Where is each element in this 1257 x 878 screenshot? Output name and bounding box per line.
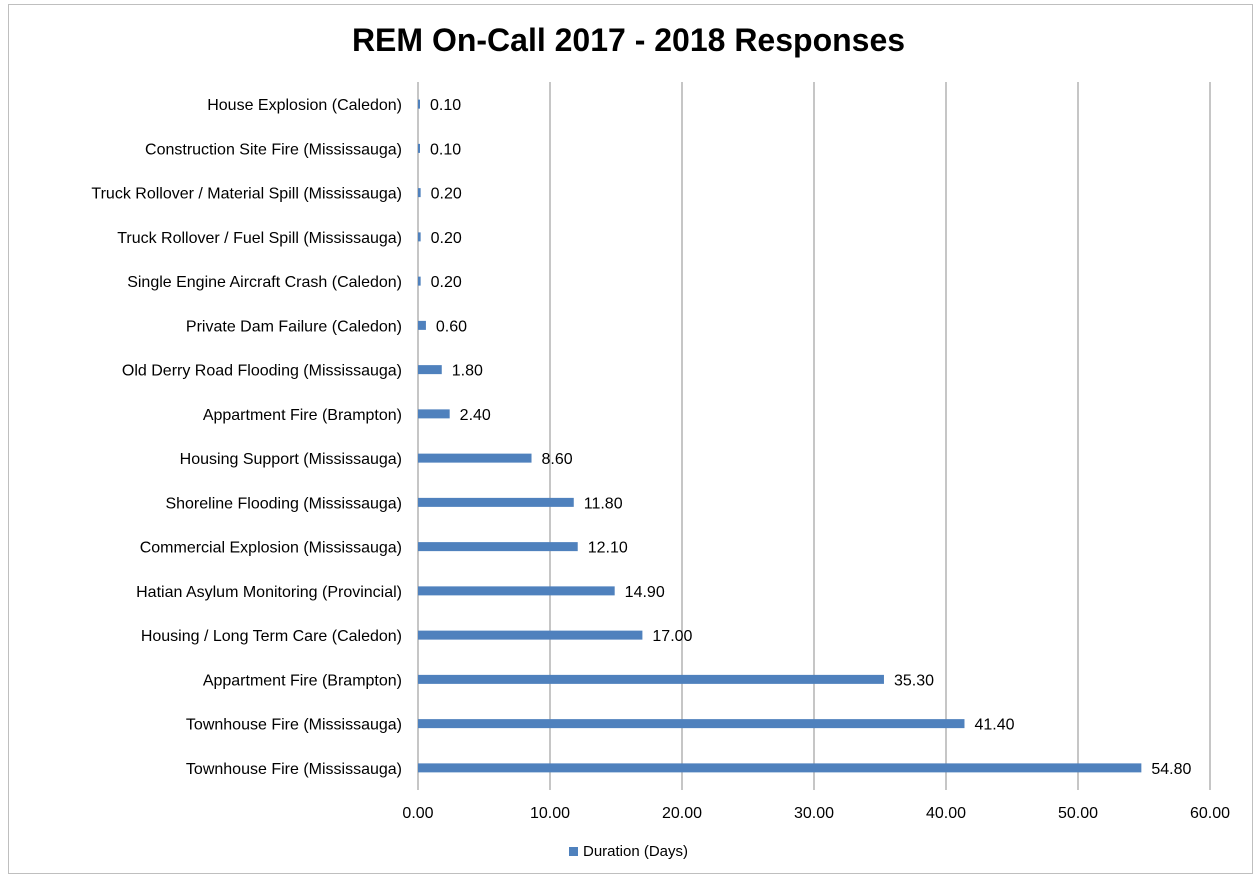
- category-label: Construction Site Fire (Mississauga): [145, 141, 402, 158]
- category-label: Old Derry Road Flooding (Mississauga): [122, 363, 402, 380]
- x-tick-label: 20.00: [662, 805, 702, 822]
- category-label: Truck Rollover / Material Spill (Mississ…: [91, 186, 402, 203]
- bar: [418, 497, 574, 507]
- category-label: Truck Rollover / Fuel Spill (Mississauga…: [117, 230, 402, 247]
- data-label: 54.80: [1151, 761, 1191, 778]
- data-label: 1.80: [452, 363, 483, 380]
- category-label: Hatian Asylum Monitoring (Provincial): [136, 584, 402, 601]
- category-label: Appartment Fire (Brampton): [203, 672, 402, 689]
- x-tick-label: 60.00: [1190, 805, 1230, 822]
- category-label: Townhouse Fire (Mississauga): [186, 761, 402, 778]
- x-tick-label: 40.00: [926, 805, 966, 822]
- category-label: Housing Support (Mississauga): [180, 451, 402, 468]
- category-label: Shoreline Flooding (Mississauga): [165, 495, 402, 512]
- data-label: 17.00: [652, 628, 692, 645]
- category-label: Commercial Explosion (Mississauga): [140, 540, 402, 557]
- category-label: Townhouse Fire (Mississauga): [186, 717, 402, 734]
- legend-swatch: [568, 847, 578, 856]
- bar: [418, 542, 578, 552]
- legend: Duration (Days): [0, 843, 1257, 860]
- data-label: 41.40: [974, 717, 1014, 734]
- x-tick-label: 10.00: [530, 805, 570, 822]
- data-label: 14.90: [625, 584, 665, 601]
- data-label: 0.10: [430, 141, 461, 158]
- data-label: 8.60: [542, 451, 573, 468]
- data-label: 0.60: [436, 318, 467, 335]
- bar: [418, 763, 1142, 773]
- category-label: Single Engine Aircraft Crash (Caledon): [127, 274, 402, 291]
- data-label: 35.30: [894, 672, 934, 689]
- data-label: 0.20: [431, 186, 462, 203]
- data-label: 0.10: [430, 97, 461, 114]
- data-label: 0.20: [431, 230, 462, 247]
- x-tick-label: 50.00: [1058, 805, 1098, 822]
- data-label: 2.40: [460, 407, 491, 424]
- bar: [418, 232, 421, 242]
- bar: [418, 630, 643, 640]
- x-tick-label: 0.00: [402, 805, 433, 822]
- chart-frame: [8, 4, 1253, 874]
- data-label: 0.20: [431, 274, 462, 291]
- bar: [418, 276, 421, 286]
- bar: [418, 586, 615, 596]
- bar: [418, 674, 884, 684]
- category-label: Appartment Fire (Brampton): [203, 407, 402, 424]
- category-label: Housing / Long Term Care (Caledon): [141, 628, 402, 645]
- bar: [418, 409, 450, 419]
- chart-title: REM On-Call 2017 - 2018 Responses: [351, 22, 906, 58]
- category-label: House Explosion (Caledon): [207, 97, 402, 114]
- x-tick-label: 30.00: [794, 805, 834, 822]
- bar: [418, 320, 426, 330]
- bar: [418, 719, 965, 729]
- data-label: 12.10: [588, 540, 628, 557]
- category-label: Private Dam Failure (Caledon): [186, 318, 402, 335]
- bar: [418, 99, 420, 109]
- bar: [418, 188, 421, 198]
- bar: [418, 143, 420, 153]
- bar: [418, 365, 442, 375]
- bar: [418, 453, 532, 463]
- data-label: 11.80: [584, 495, 623, 512]
- legend-label: Duration (Days): [582, 843, 689, 860]
